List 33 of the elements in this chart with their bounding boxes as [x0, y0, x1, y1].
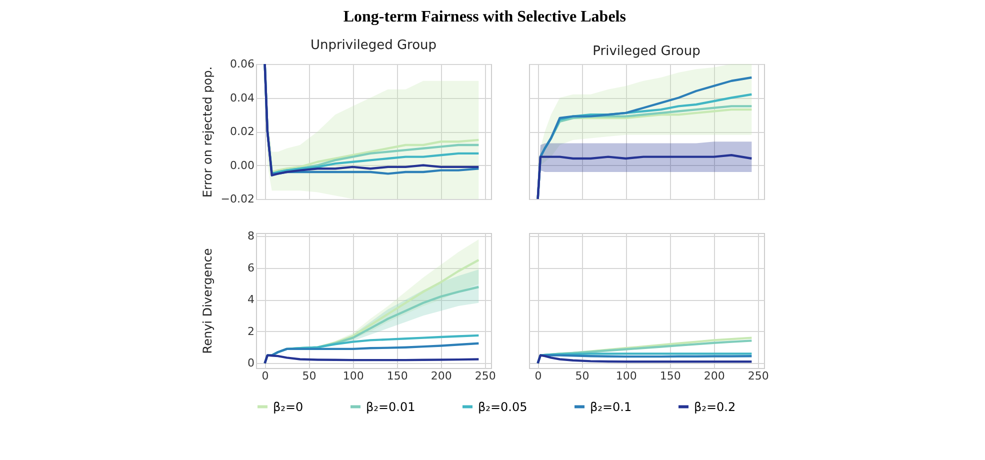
y-tick-label: 2 [248, 324, 254, 338]
x-tick-label: 100 [342, 370, 364, 382]
y-tick-label: 0.04 [230, 91, 254, 104]
legend-label: β₂=0.1 [590, 400, 632, 414]
y-tick-label: 8 [248, 230, 254, 243]
x-tick-label: 200 [430, 370, 452, 382]
x-tick-label: 50 [575, 370, 590, 382]
y-tick-label: 0 [248, 356, 254, 370]
legend-label: β₂=0.05 [478, 400, 528, 414]
y-tick-label: 0.06 [230, 58, 254, 70]
y-tick-label: 6 [248, 261, 254, 274]
x-tick-label: 200 [704, 370, 725, 382]
x-tick-label: 250 [474, 370, 496, 382]
x-tick-label: 100 [616, 370, 637, 382]
x-tick-label: 250 [748, 370, 769, 382]
y-tick-label: −0.02 [220, 192, 254, 206]
x-tick-label: 50 [302, 370, 316, 382]
y-axis-title: Renyi Divergence [200, 248, 214, 354]
line-series [264, 354, 480, 364]
y-axis-title: Error on rejected pop. [200, 66, 214, 198]
x-tick-label: 150 [660, 370, 681, 382]
y-tick-label: 0.00 [230, 158, 254, 172]
x-tick-label: 0 [262, 370, 269, 382]
chart-title: Long-term Fairness with Selective Labels [343, 8, 626, 26]
chart-title: Privileged Group [592, 44, 700, 59]
legend-label: β₂=0.01 [366, 400, 416, 414]
legend-label: β₂=0 [273, 400, 304, 414]
x-tick-label: 0 [534, 370, 542, 382]
chart-subtitle: Unprivileged Group [310, 38, 437, 53]
x-tick-label: 150 [386, 370, 408, 382]
y-tick-label: 0.02 [230, 125, 254, 138]
legend-label: β₂=0.2 [694, 400, 736, 414]
y-tick-label: 4 [248, 293, 254, 306]
